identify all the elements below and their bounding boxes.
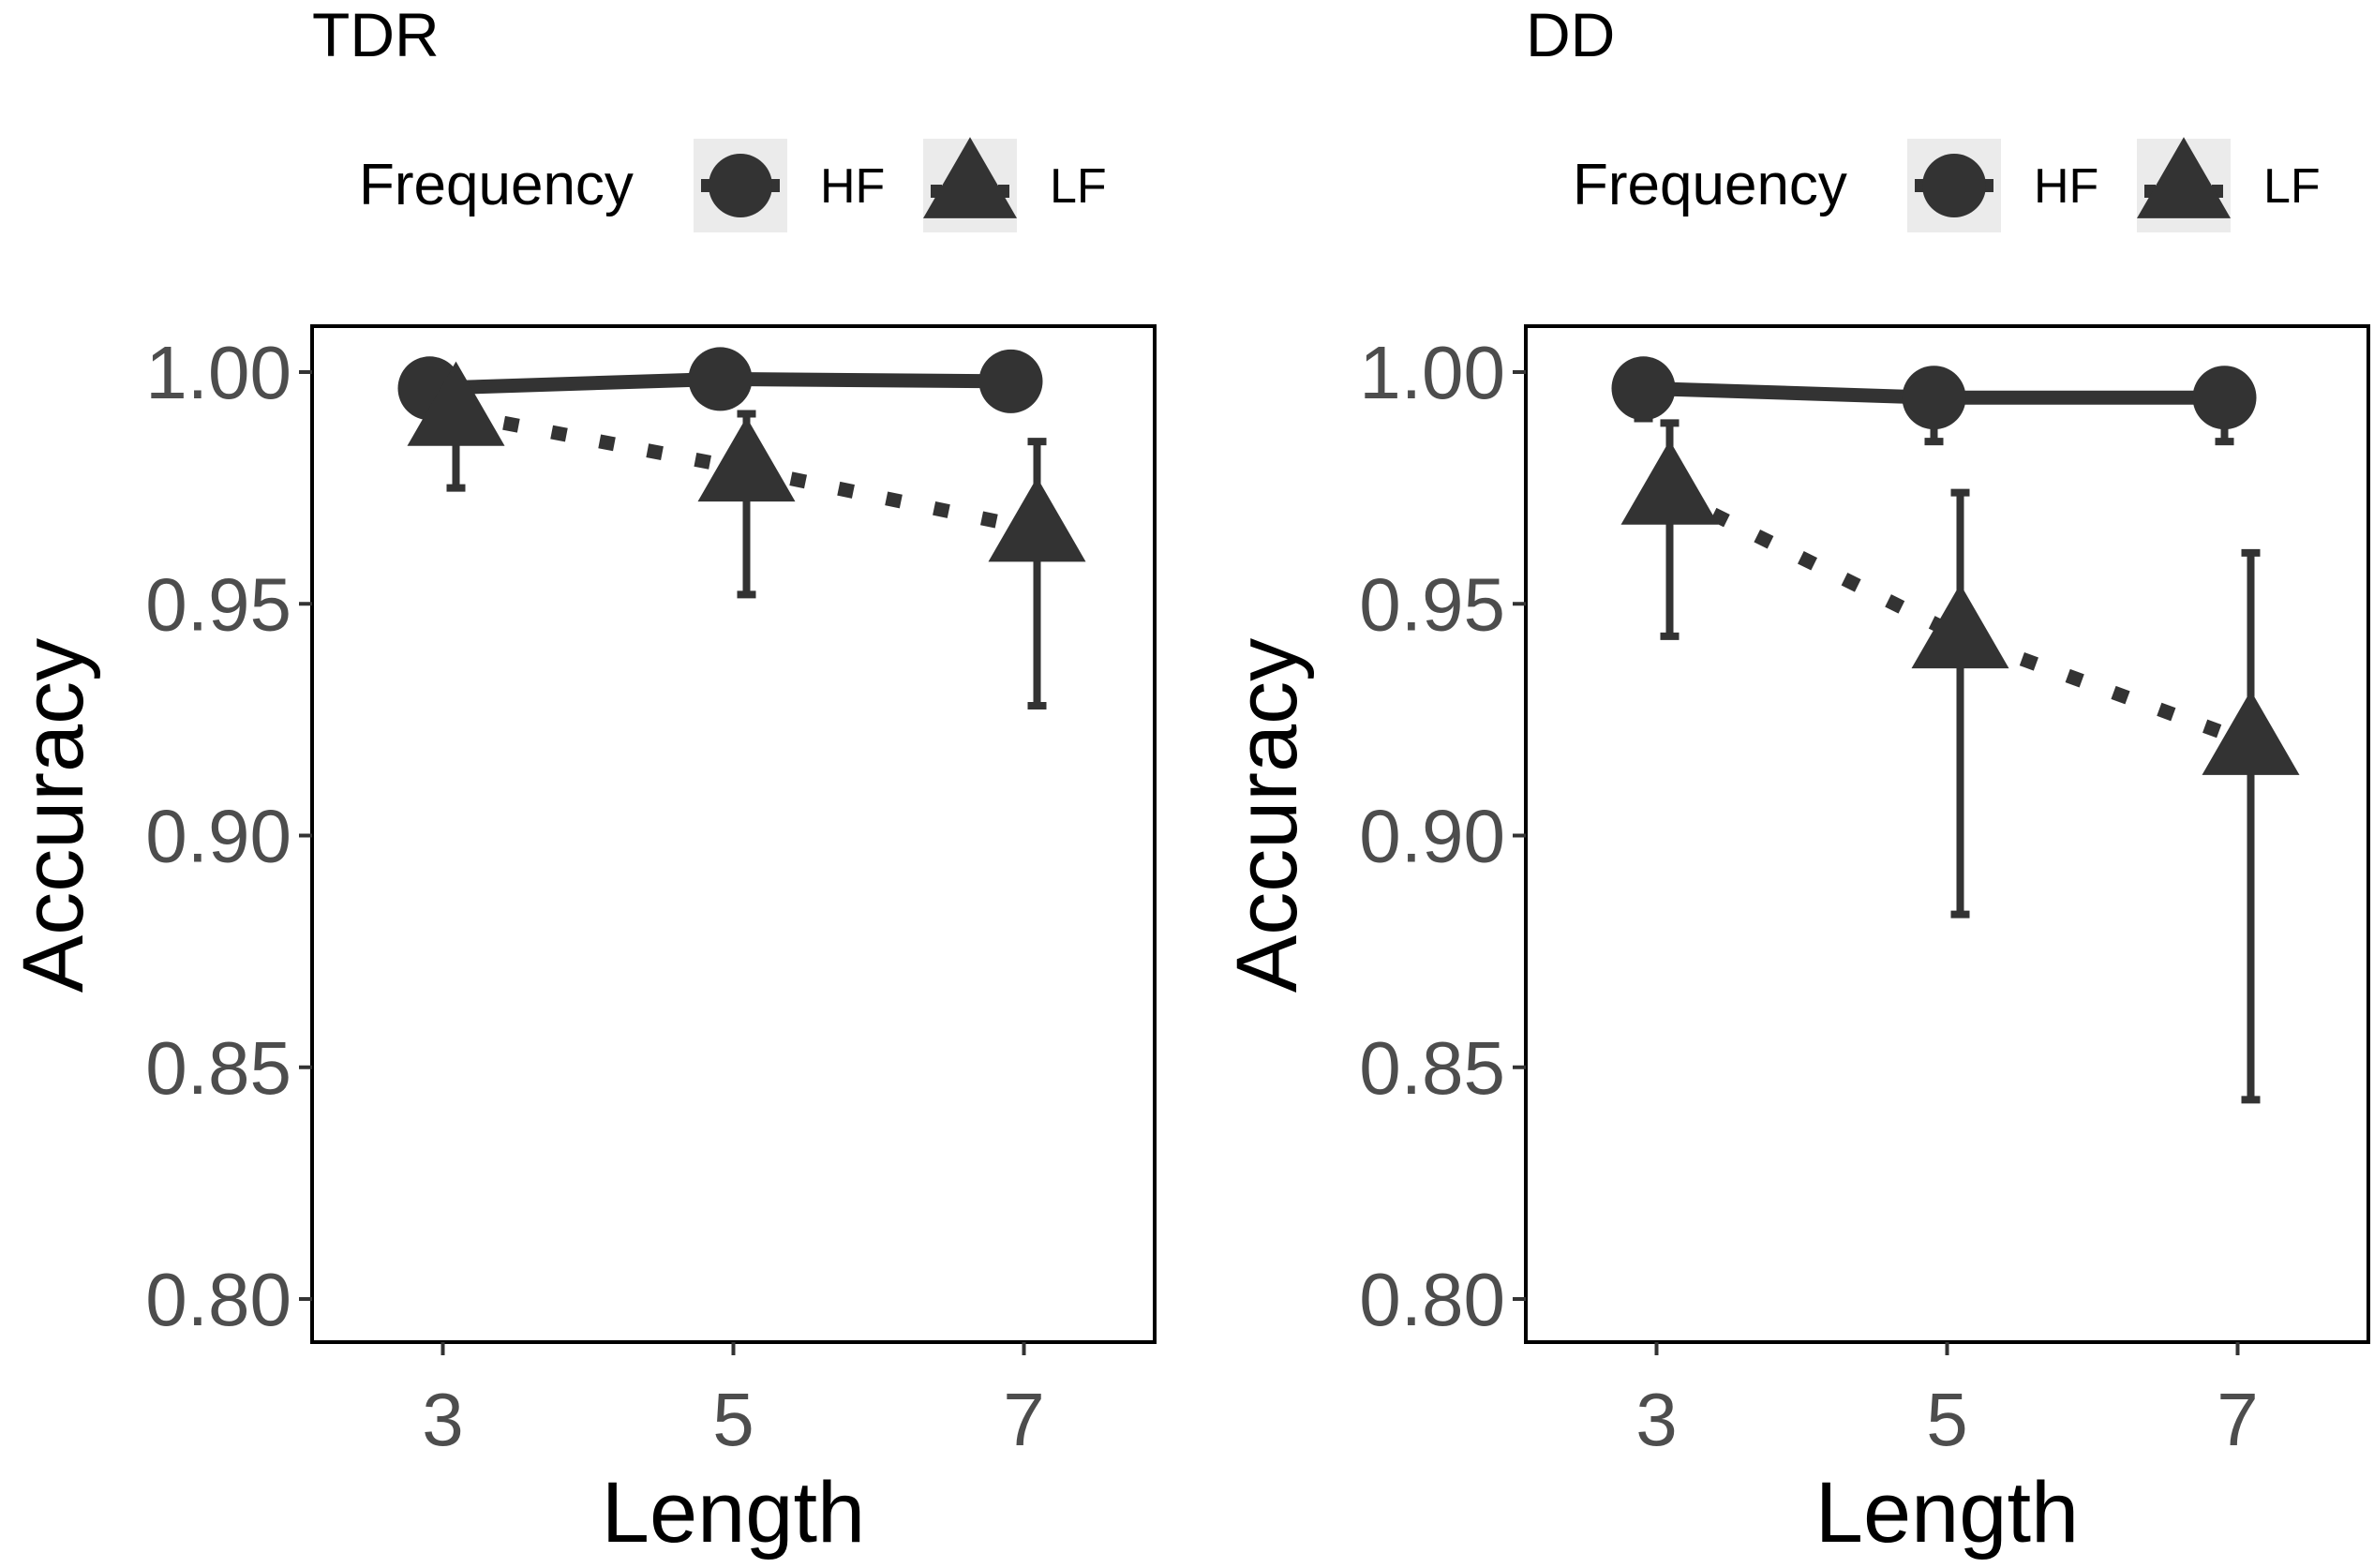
point-hf: [1902, 366, 1966, 430]
x-axis-title: Length: [1815, 1465, 2079, 1561]
point-lf: [1620, 440, 1719, 525]
panel-title: DD: [1526, 0, 1615, 69]
legend-label-hf: HF: [2034, 159, 2098, 214]
point-hf: [688, 347, 753, 411]
legend-key-circle-hf: [709, 154, 772, 217]
legend-label-hf: HF: [820, 159, 885, 214]
x-tick-label: 7: [2217, 1378, 2259, 1461]
point-hf: [2192, 366, 2257, 430]
point-lf: [1911, 584, 2009, 669]
y-axis-title: Accuracy: [6, 638, 101, 993]
y-tick-label: 0.95: [1359, 562, 1505, 646]
legend-key-triangle-lf: [923, 137, 1017, 218]
panel-dd: DD Frequency HF LF 0.80 0.85 0.90 0.95 1.00 3 5 7 Le…: [1219, 0, 2370, 1561]
y-axis-title: Accuracy: [1219, 638, 1315, 993]
point-hf: [1611, 356, 1676, 421]
legend-label-lf: LF: [2263, 159, 2321, 214]
panel-tdr: TDR Frequency HF LF 0.80 0.85 0.90 0.95 1.00 3 5 7 L…: [6, 0, 1157, 1561]
y-tick-label: 1.00: [1359, 331, 1505, 414]
x-tick-label: 3: [422, 1378, 464, 1461]
legend-label-lf: LF: [1050, 159, 1107, 214]
y-tick-label: 0.85: [1359, 1026, 1505, 1110]
point-lf: [2202, 690, 2300, 775]
series-line-lf: [1666, 485, 2254, 750]
point-lf: [697, 417, 796, 502]
legend-title: Frequency: [359, 153, 634, 217]
point-lf: [407, 361, 505, 446]
y-tick-label: 0.90: [145, 795, 291, 878]
point-hf: [978, 349, 1043, 413]
point-lf: [988, 477, 1086, 562]
y-tick-label: 0.80: [145, 1258, 291, 1341]
legend-key-triangle-lf: [2137, 137, 2231, 218]
x-tick-label: 3: [1635, 1378, 1678, 1461]
y-tick-label: 0.85: [145, 1026, 291, 1110]
x-tick-label: 7: [1003, 1378, 1045, 1461]
legend-key-circle-hf: [1922, 154, 1986, 217]
y-tick-label: 0.90: [1359, 795, 1505, 878]
y-tick-label: 0.95: [145, 562, 291, 646]
x-axis-title: Length: [602, 1465, 865, 1561]
x-tick-label: 5: [712, 1378, 754, 1461]
x-tick-label: 5: [1926, 1378, 1968, 1461]
y-tick-label: 1.00: [145, 331, 291, 414]
legend-title: Frequency: [1573, 153, 1847, 217]
y-tick-label: 0.80: [1359, 1258, 1505, 1341]
panel-title: TDR: [312, 0, 440, 69]
